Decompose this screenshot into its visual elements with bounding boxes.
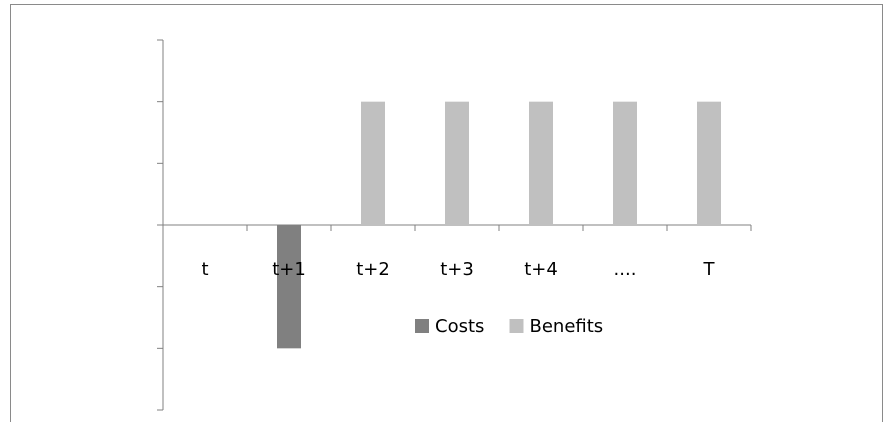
legend-swatch: [509, 319, 524, 333]
benefits-bar: [613, 101, 637, 225]
x-tick-label: t+1: [272, 259, 306, 280]
x-tick-label: T: [703, 259, 716, 280]
benefits-bar: [361, 101, 385, 225]
legend-label: Costs: [435, 316, 484, 337]
costs-bar: [277, 225, 301, 349]
x-tick-labels: t t+1 t+2 t+3 t+4.... T: [201, 259, 715, 280]
legend: Costs Benefits: [415, 316, 603, 337]
benefits-bar: [529, 101, 553, 225]
x-tick-label: t+4: [524, 259, 558, 280]
x-tick-label: t+2: [356, 259, 390, 280]
x-tick-label: t: [201, 259, 208, 280]
benefits-bar: [445, 101, 469, 225]
x-tick-label: t+3: [440, 259, 474, 280]
chart-bars: [277, 101, 721, 349]
benefits-bar: [697, 101, 721, 225]
x-tick-label: ....: [614, 259, 637, 280]
legend-label: Benefits: [530, 316, 604, 337]
legend-swatch: [415, 319, 429, 333]
